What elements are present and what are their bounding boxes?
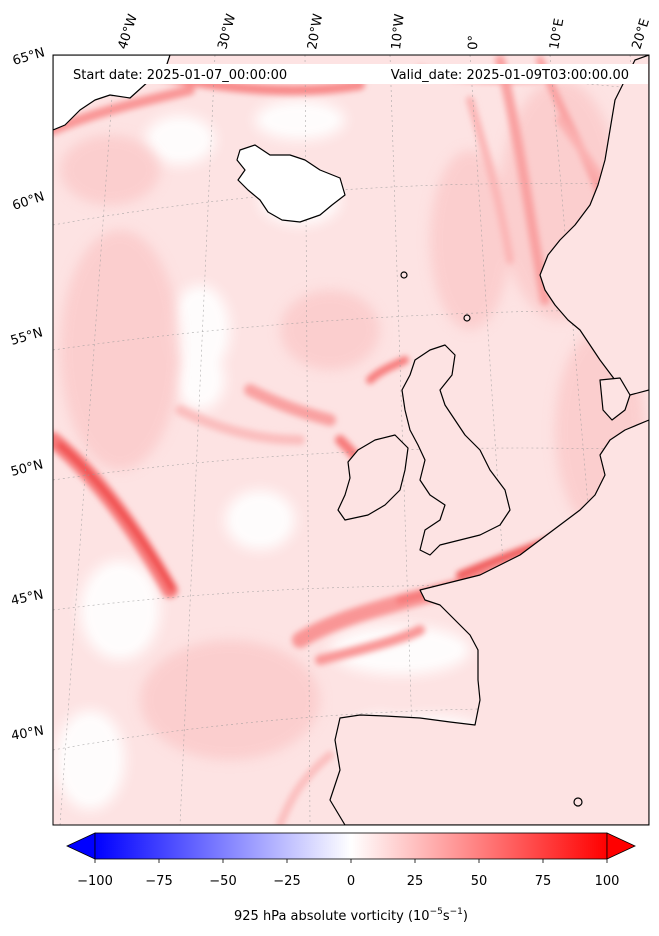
colorbar-label-end: ) [463,909,468,924]
colorbar-gradient [94,832,608,860]
start-date-text: Start date: 2025-01-07_00:00:00 [73,68,287,83]
valid-date-text: Valid_date: 2025-01-09T03:00:00.00 [391,68,629,83]
colorbar-label-exp1: −5 [430,907,443,917]
colorbar-tick-label: 75 [535,874,552,889]
colorbar-tick-label: 0 [347,874,355,889]
colorbar-ticks: −100 −75 −50 −25 0 25 50 75 100 [77,859,619,889]
colorbar-label-main: 925 hPa absolute vorticity (10 [234,909,430,924]
lon-label: 10°W [389,13,408,50]
great-britain-coast [401,344,511,556]
colorbar-tick-label: −25 [273,874,300,889]
header-bar [54,64,648,84]
graticule [53,55,649,825]
scandinavia-coast [539,55,649,396]
ireland-coast [337,434,409,521]
map-frame [52,54,650,826]
lat-label: 50°N [9,457,44,479]
colorbar-tick-label: −50 [209,874,236,889]
faroe-coast [400,271,408,279]
colorbar-tick-label: −100 [77,874,113,889]
colorbar-tick-label: 50 [471,874,488,889]
colorbar-label-exp2: −1 [450,907,463,917]
continental-europe-coast [329,419,649,825]
shetland-coast [463,314,471,322]
colorbar-tick-label: −75 [145,874,172,889]
corsica-coast [573,797,583,807]
lat-label: 45°N [10,587,45,608]
lat-label: 60°N [11,189,47,213]
coastlines [53,55,649,825]
moderate-vorticity-areas [60,80,645,760]
latitude-labels: 65°N 60°N 55°N 50°N 45°N 40°N [9,45,47,744]
lat-label: 65°N [11,45,47,68]
iceland-coast [236,144,346,223]
lon-label: 40°W [116,12,141,51]
lon-label: 30°W [215,12,239,51]
colorbar-extend-min [66,832,96,860]
colorbar-extend-max [606,832,636,860]
colorbar: −100 −75 −50 −25 0 25 50 75 100 925 hPa absolute… [66,832,636,924]
lon-label: 20°W [305,13,326,51]
denmark-coast [599,377,631,421]
lon-label: 0° [466,35,482,50]
colorbar-label-mid: s [443,909,450,924]
longitude-labels: 40°W 30°W 20°W 10°W 0° 10°E 20°E [116,12,653,51]
map-panel [53,55,649,825]
colorbar-tick-label: 25 [407,874,424,889]
lat-label: 40°N [10,723,45,743]
lon-label: 10°E [547,17,567,50]
colorbar-tick-label: 100 [595,874,620,889]
lat-label: 55°N [9,325,45,348]
colorbar-label: 925 hPa absolute vorticity (10−5s−1) [234,907,468,924]
lon-label: 20°E [629,17,652,51]
